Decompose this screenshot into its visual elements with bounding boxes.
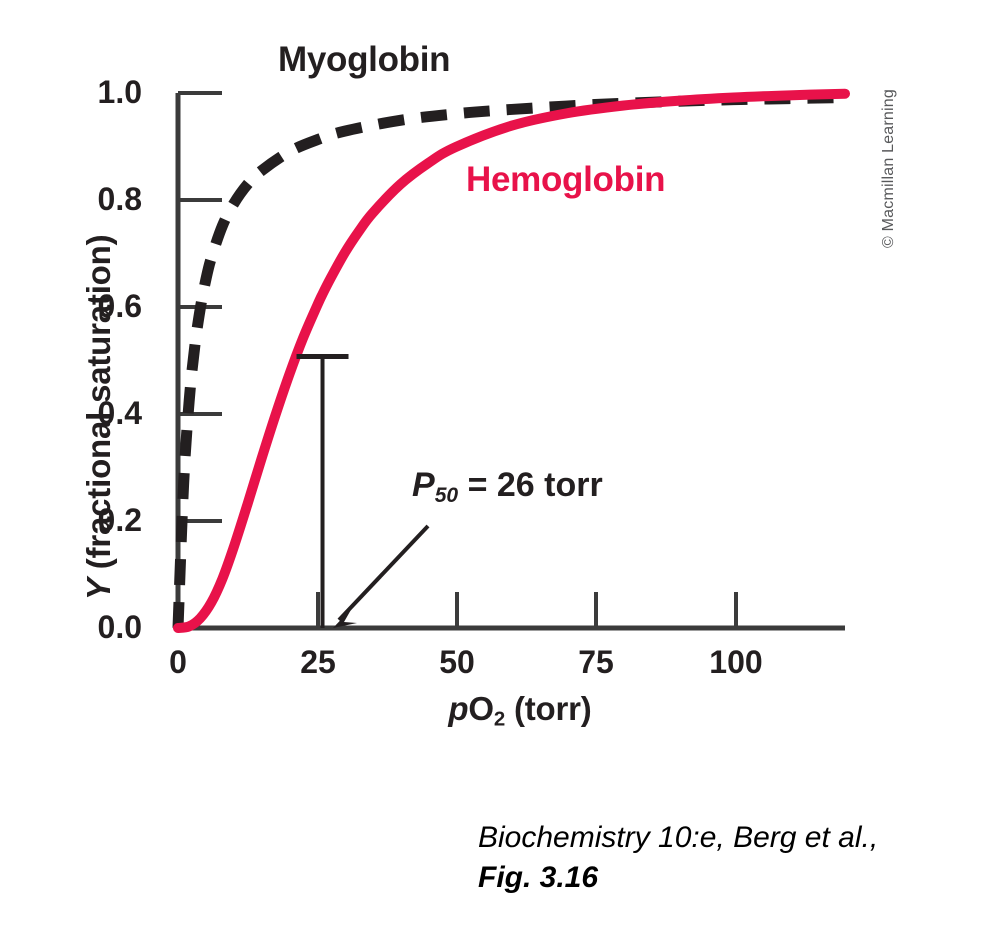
y-axis-title-rest: (fractional saturation) (80, 234, 117, 579)
myoglobin-curve-label: Myoglobin (278, 40, 451, 79)
p50-arrow-shaft (337, 524, 430, 622)
x-axis-title: pO2 (torr) (330, 690, 710, 732)
y-tick-label-0.6: 0.6 (97, 288, 142, 324)
hemoglobin-curve-label: Hemoglobin (466, 160, 666, 199)
x-axis-title-units: (torr) (505, 690, 592, 727)
x-tick-label-0: 0 (169, 644, 187, 680)
y-tick-label-1.0: 1.0 (97, 74, 142, 110)
y-axis-title: Y (fractional saturation) (76, 40, 122, 600)
copyright-notice: © Macmillan Learning (880, 89, 897, 248)
p50-annotation-subscript: 50 (434, 483, 459, 507)
x-tick-label-100: 100 (709, 644, 763, 680)
p50-indicator (296, 354, 349, 628)
x-tick-label-75: 75 (578, 644, 614, 680)
figure-number: Fig. 3.16 (478, 860, 599, 894)
p50-arrow-head (333, 608, 357, 628)
source-citation: Biochemistry 10:e, Berg et al., (478, 821, 879, 854)
x-tick-label-50: 50 (439, 644, 475, 680)
x-tick-marks (176, 592, 738, 628)
y-tick-label-0.0: 0.0 (97, 609, 142, 645)
y-tick-label-0.8: 0.8 (97, 181, 142, 217)
y-axis-title-symbol: Y (80, 578, 117, 600)
x-axis-title-subscript: 2 (493, 707, 505, 731)
y-tick-label-0.2: 0.2 (97, 502, 142, 538)
y-tick-label-0.4: 0.4 (97, 395, 142, 431)
hemoglobin-curve (173, 88, 850, 633)
source-caption: Biochemistry 10:e, Berg et al., Fig. 3.1… (478, 818, 878, 897)
p50-annotation-symbol: P (412, 466, 435, 504)
p50-annotation-label: P50 = 26 torr (412, 466, 603, 508)
x-axis-title-symbol: p (448, 690, 469, 727)
p50-arrow (333, 524, 430, 628)
x-tick-label-25: 25 (300, 644, 336, 680)
x-axis-title-main: O (468, 690, 494, 727)
myoglobin-curve (172, 91, 846, 629)
p50-annotation-value: = 26 torr (458, 466, 603, 504)
